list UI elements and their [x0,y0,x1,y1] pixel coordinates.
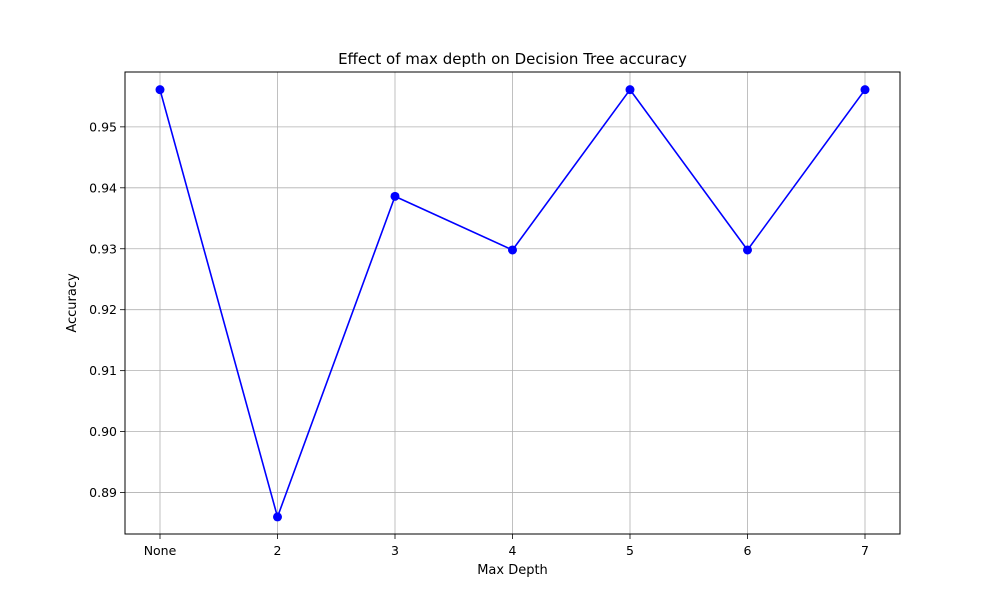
data-point [743,245,752,255]
x-tick-label: 2 [274,543,282,558]
y-tick-label: 0.95 [89,119,117,134]
y-tick-label: 0.89 [89,485,117,500]
x-tick-label: 4 [509,543,517,558]
data-point [860,85,870,95]
data-point [508,245,517,255]
x-tick-label: 3 [391,543,399,558]
tick-layer: None 2 3 4 5 6 7 0.89 0.90 0.91 0.92 0.93 0.94 0.95 [89,119,869,558]
y-tick-label: 0.92 [89,302,117,317]
y-axis-label: Accuracy [65,273,80,333]
grid-lines [125,72,900,534]
x-tick-label: 5 [626,543,634,558]
y-tick-label: 0.94 [89,180,117,195]
series-layer [155,85,870,522]
data-point [273,512,282,522]
data-point [390,191,400,201]
x-tick-label: 6 [744,543,752,558]
y-tick-label: 0.90 [89,424,117,439]
chart-title: Effect of max depth on Decision Tree acc… [338,50,687,68]
y-tick-label: 0.93 [89,241,117,256]
data-point [155,85,165,95]
x-axis-label: Max Depth [477,563,548,578]
data-point [625,85,635,95]
x-tick-label: 7 [861,543,869,558]
y-tick-label: 0.91 [89,363,117,378]
x-tick-label: None [144,543,177,558]
